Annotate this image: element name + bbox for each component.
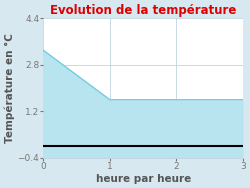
Y-axis label: Température en °C: Température en °C <box>4 33 15 143</box>
Title: Evolution de la température: Evolution de la température <box>50 4 236 17</box>
X-axis label: heure par heure: heure par heure <box>96 174 191 184</box>
